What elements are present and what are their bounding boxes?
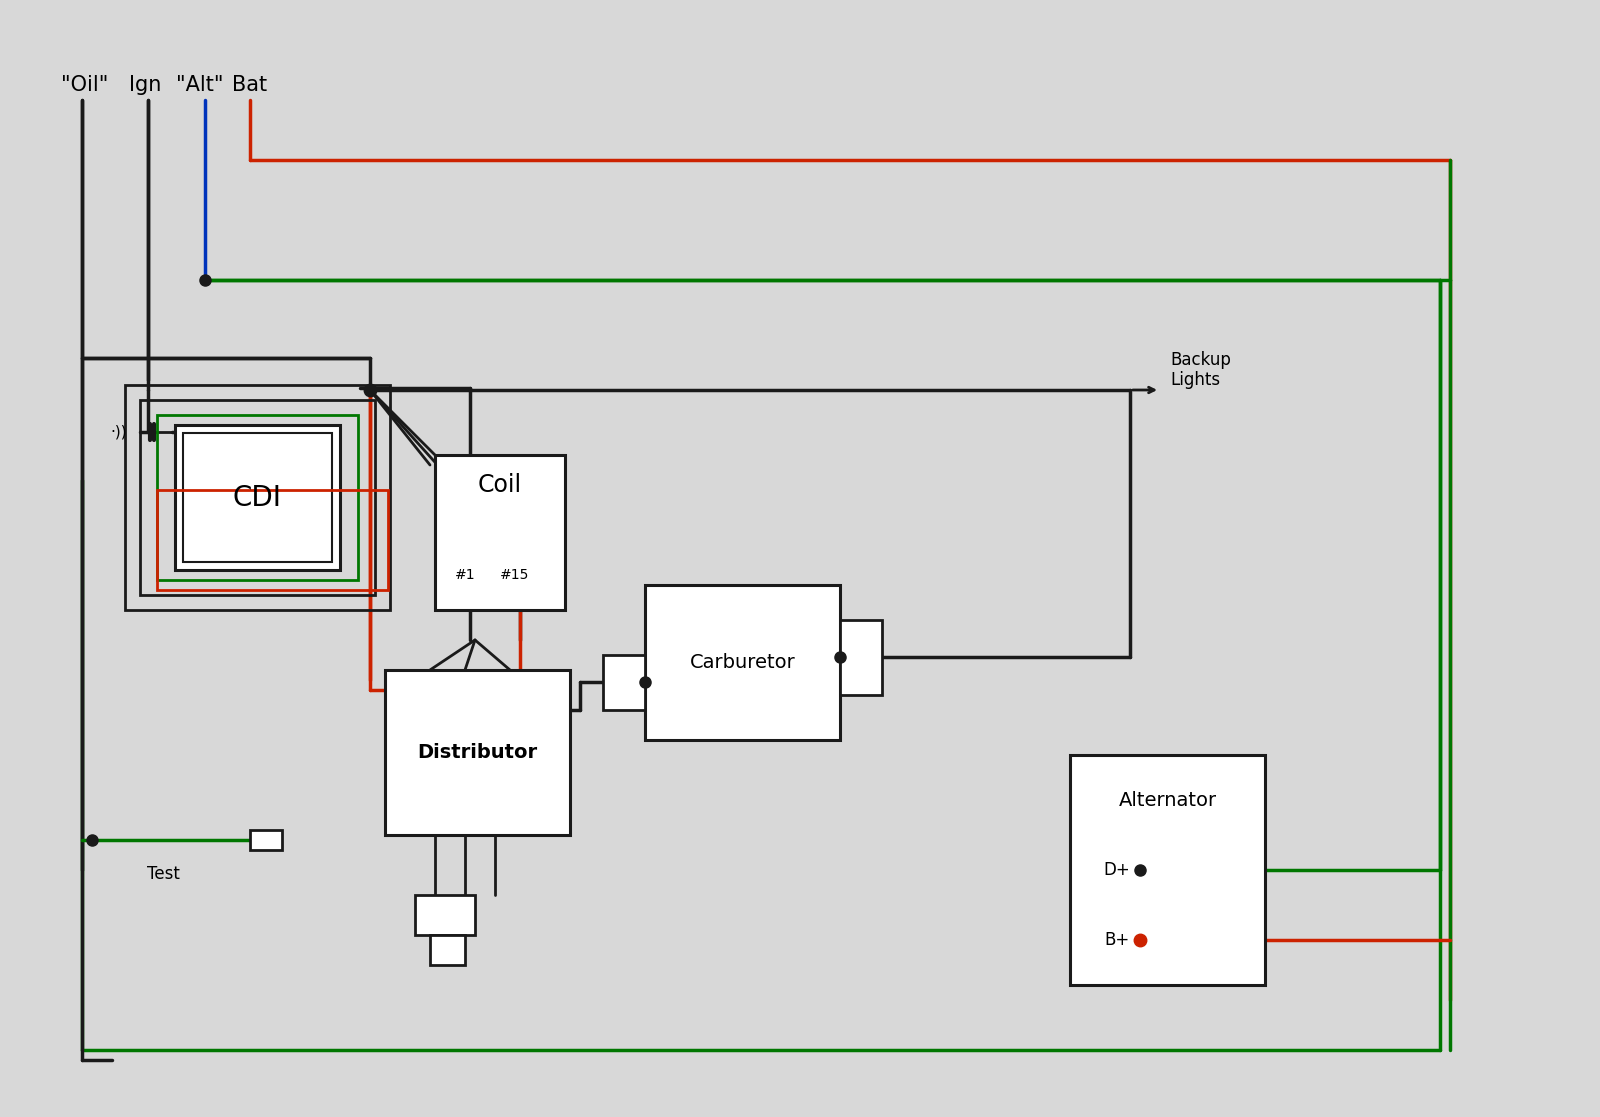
Text: Coil: Coil: [478, 472, 522, 497]
Text: Distributor: Distributor: [418, 743, 538, 762]
Text: ·)): ·)): [110, 424, 126, 439]
Text: Ign: Ign: [130, 75, 162, 95]
Bar: [603, 655, 645, 710]
Text: #1: #1: [454, 569, 475, 582]
Text: Carburetor: Carburetor: [690, 653, 795, 672]
Bar: [840, 620, 882, 695]
Text: Alternator: Alternator: [1118, 791, 1216, 810]
Bar: [157, 490, 387, 590]
Bar: [125, 385, 390, 610]
Bar: [414, 895, 475, 935]
Bar: [1070, 755, 1266, 985]
Bar: [182, 433, 333, 562]
Text: "Oil": "Oil": [61, 75, 109, 95]
Text: D+: D+: [1104, 861, 1130, 879]
Text: B+: B+: [1104, 930, 1130, 949]
Bar: [141, 400, 374, 595]
Bar: [174, 424, 339, 570]
Text: Test: Test: [147, 865, 179, 884]
Text: Backup
Lights: Backup Lights: [1170, 351, 1230, 390]
Bar: [645, 585, 840, 739]
Bar: [435, 455, 565, 610]
Text: "Alt": "Alt": [176, 75, 224, 95]
Text: #15: #15: [501, 569, 530, 582]
Text: Bat: Bat: [232, 75, 267, 95]
Bar: [250, 830, 282, 850]
Text: CDI: CDI: [234, 484, 282, 512]
Bar: [430, 935, 466, 965]
Bar: [157, 416, 358, 580]
Bar: [386, 670, 570, 836]
